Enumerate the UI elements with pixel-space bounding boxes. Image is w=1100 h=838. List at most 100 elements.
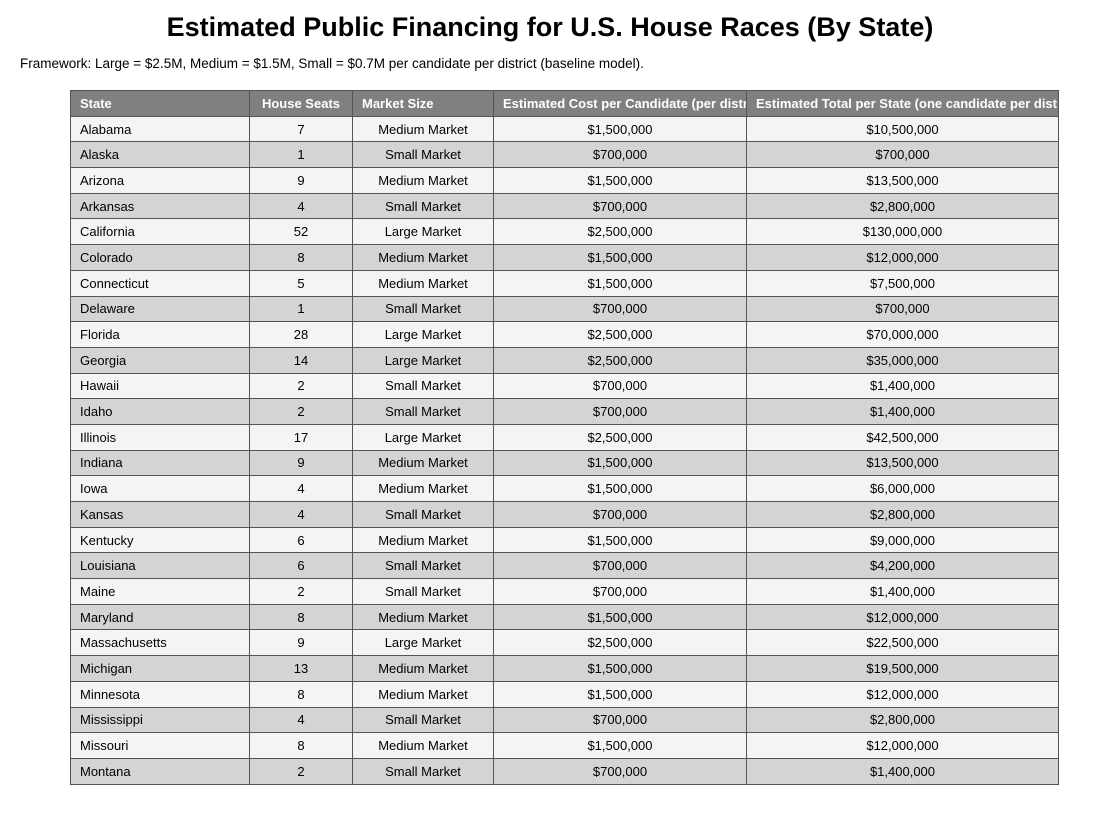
table-cell: Medium Market <box>352 115 494 143</box>
table-row: Georgia 14 Large Market $2,500,000 $35,000,0… <box>70 346 1059 374</box>
table-cell: $700,000 <box>493 552 747 580</box>
table-cell: $12,000,000 <box>746 603 1059 631</box>
table-cell: Indiana <box>70 449 250 477</box>
table-cell: $700,000 <box>493 501 747 528</box>
table-cell: $700,000 <box>493 141 747 169</box>
table-cell: 9 <box>249 449 353 477</box>
table-cell: 2 <box>249 757 353 785</box>
table-cell: Medium Market <box>352 732 494 759</box>
table-cell: 14 <box>249 346 353 374</box>
table-cell: 17 <box>249 423 353 451</box>
table-cell: $700,000 <box>493 398 747 425</box>
header-row: State House Seats Market Size Estimated Cos… <box>70 90 1059 117</box>
table-cell: $700,000 <box>493 757 747 785</box>
table-cell: Small Market <box>352 295 494 323</box>
table-row: Michigan 13 Medium Market $1,500,000 $19,500… <box>70 655 1059 682</box>
table-cell: $1,500,000 <box>493 732 747 759</box>
table-cell: Medium Market <box>352 680 494 708</box>
table-cell: $7,500,000 <box>746 269 1059 297</box>
table-cell: Medium Market <box>352 655 494 682</box>
table-cell: Idaho <box>70 398 250 425</box>
table-cell: Large Market <box>352 423 494 451</box>
table-row: Iowa 4 Medium Market $1,500,000 $6,000,000 <box>70 475 1059 502</box>
column-header: State <box>70 90 250 117</box>
table-cell: $1,500,000 <box>493 526 747 554</box>
table-cell: $700,000 <box>493 706 747 734</box>
table-cell: Iowa <box>70 475 250 502</box>
table-cell: Minnesota <box>70 680 250 708</box>
table-cell: $2,500,000 <box>493 423 747 451</box>
table-cell: $22,500,000 <box>746 629 1059 657</box>
table-cell: $700,000 <box>493 295 747 323</box>
table-cell: Michigan <box>70 655 250 682</box>
table-row: Arizona 9 Medium Market $1,500,000 $13,500,0… <box>70 167 1059 194</box>
table-cell: $1,500,000 <box>493 449 747 477</box>
table-cell: Small Market <box>352 757 494 785</box>
table-cell: $6,000,000 <box>746 475 1059 502</box>
table-row: Connecticut 5 Medium Market $1,500,000 $7,50… <box>70 269 1059 297</box>
table-cell: $1,500,000 <box>493 269 747 297</box>
table-cell: 2 <box>249 578 353 605</box>
table-cell: $1,500,000 <box>493 167 747 194</box>
table-cell: $700,000 <box>746 295 1059 323</box>
table-cell: 8 <box>249 680 353 708</box>
table-cell: $2,800,000 <box>746 501 1059 528</box>
table-cell: Large Market <box>352 218 494 246</box>
table-cell: 6 <box>249 526 353 554</box>
table-cell: 13 <box>249 655 353 682</box>
table-cell: $700,000 <box>493 372 747 400</box>
table-cell: 8 <box>249 732 353 759</box>
table-cell: 2 <box>249 398 353 425</box>
table-cell: $2,500,000 <box>493 346 747 374</box>
table-cell: $130,000,000 <box>746 218 1059 246</box>
table-row: Kansas 4 Small Market $700,000 $2,800,000 <box>70 501 1059 528</box>
table-row: Florida 28 Large Market $2,500,000 $70,000,0… <box>70 321 1059 348</box>
table-cell: Medium Market <box>352 475 494 502</box>
table-cell: Alaska <box>70 141 250 169</box>
table-cell: Medium Market <box>352 449 494 477</box>
table-row: Alabama 7 Medium Market $1,500,000 $10,500,0… <box>70 115 1059 143</box>
table-cell: $4,200,000 <box>746 552 1059 580</box>
table-row: Kentucky 6 Medium Market $1,500,000 $9,000,0… <box>70 526 1059 554</box>
table-cell: $2,800,000 <box>746 706 1059 734</box>
table-row: Idaho 2 Small Market $700,000 $1,400,000 <box>70 398 1059 425</box>
table-cell: 4 <box>249 706 353 734</box>
column-header: Estimated Total per State (one candidate… <box>746 90 1059 117</box>
table-cell: Small Market <box>352 398 494 425</box>
table-cell: Connecticut <box>70 269 250 297</box>
table-cell: Mississippi <box>70 706 250 734</box>
table-cell: 1 <box>249 295 353 323</box>
subtitle: Framework: Large = $2.5M, Medium = $1.5M… <box>20 56 644 71</box>
table-cell: Large Market <box>352 629 494 657</box>
table-row: Massachusetts 9 Large Market $2,500,000 $22,… <box>70 629 1059 657</box>
table-cell: 7 <box>249 115 353 143</box>
table-cell: Medium Market <box>352 603 494 631</box>
table-cell: $2,500,000 <box>493 218 747 246</box>
table-cell: $42,500,000 <box>746 423 1059 451</box>
table-cell: $35,000,000 <box>746 346 1059 374</box>
table-cell: $2,500,000 <box>493 629 747 657</box>
table-cell: $13,500,000 <box>746 449 1059 477</box>
table-cell: Montana <box>70 757 250 785</box>
table-cell: Medium Market <box>352 269 494 297</box>
table-cell: 1 <box>249 141 353 169</box>
table-row: Alaska 1 Small Market $700,000 $700,000 <box>70 141 1059 169</box>
table-row: Colorado 8 Medium Market $1,500,000 $12,000,… <box>70 244 1059 271</box>
table-body: Alabama 7 Medium Market $1,500,000 $10,500,0… <box>70 115 1059 785</box>
table-row: Hawaii 2 Small Market $700,000 $1,400,000 <box>70 372 1059 400</box>
table-cell: Kentucky <box>70 526 250 554</box>
table-row: California 52 Large Market $2,500,000 $130,0… <box>70 218 1059 246</box>
table-cell: $1,500,000 <box>493 655 747 682</box>
table-cell: Large Market <box>352 321 494 348</box>
table-row: Minnesota 8 Medium Market $1,500,000 $12,000… <box>70 680 1059 708</box>
table-cell: $700,000 <box>493 578 747 605</box>
table-cell: 52 <box>249 218 353 246</box>
table-cell: $13,500,000 <box>746 167 1059 194</box>
table-cell: $70,000,000 <box>746 321 1059 348</box>
column-header: House Seats <box>249 90 353 117</box>
table-cell: $2,500,000 <box>493 321 747 348</box>
table-cell: $12,000,000 <box>746 680 1059 708</box>
table-cell: Large Market <box>352 346 494 374</box>
table-cell: Small Market <box>352 501 494 528</box>
